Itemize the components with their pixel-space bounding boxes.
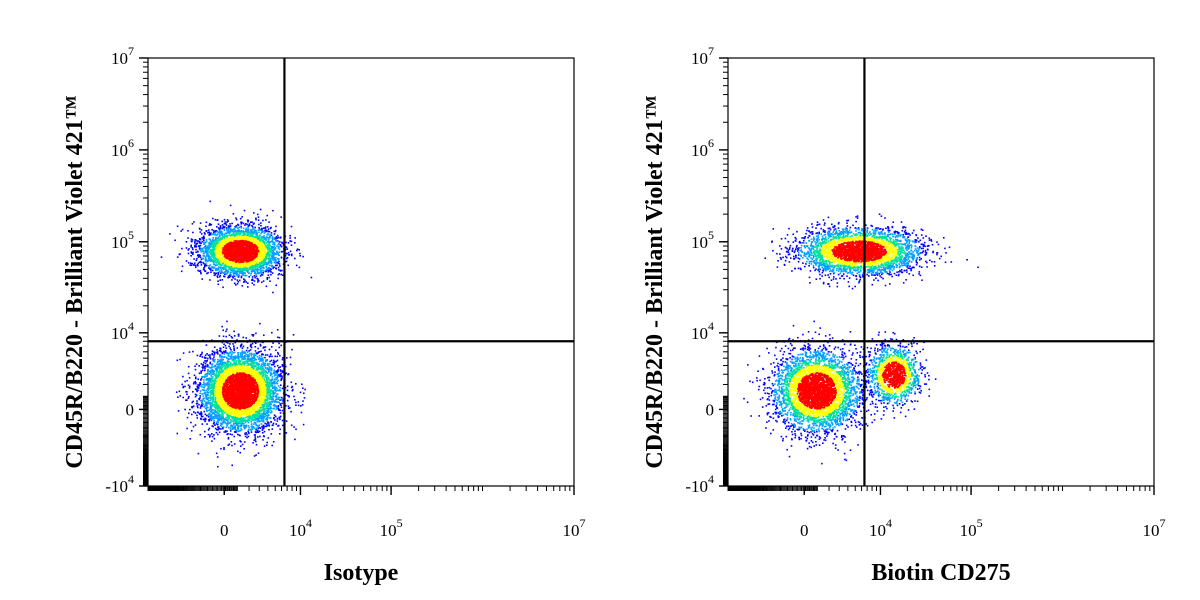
y-tick-label: 104 — [111, 319, 134, 343]
density-dots — [743, 213, 979, 465]
y-tick-label: 106 — [691, 136, 714, 160]
x-tick-label: 104 — [289, 516, 312, 540]
y-tick-label: -104 — [685, 472, 714, 496]
x-tick-label: 105 — [380, 516, 403, 540]
y-tick-label: 0 — [706, 400, 715, 419]
flow-plot-panel-cd275: 0 104 105 107 -104 0 104 105 106 107 Biotin CD275 C… — [580, 0, 1180, 600]
x-tick-label: 105 — [960, 516, 983, 540]
flow-plot-isotype: 0 104 105 107-1040104105106107IsotypeCD45R/… — [62, 44, 586, 586]
x-axis-label: Isotype — [324, 560, 399, 586]
plot-frame — [147, 57, 575, 487]
y-tick-label: 105 — [691, 228, 714, 252]
x-tick-label: 0 — [220, 521, 229, 540]
y-tick-label: 104 — [691, 319, 714, 343]
x-tick-label: 0 — [800, 521, 809, 540]
y-tick-label: 107 — [111, 44, 134, 68]
density-dots — [160, 200, 313, 468]
y-minor-ticks — [723, 57, 728, 487]
y-tick-label: 105 — [111, 228, 134, 252]
flow-plot-panel-isotype: 0 104 105 107 -104 0 104 105 106 107 Isotype CD45R/… — [62, 44, 586, 586]
x-minor-ticks — [147, 486, 575, 491]
x-minor-ticks — [727, 486, 1155, 491]
y-tick-label: 0 — [126, 400, 135, 419]
y-axis-label: CD45R/B220 - Brilliant Violet 421™ — [642, 95, 668, 468]
y-minor-ticks — [143, 57, 148, 487]
plot-frame — [727, 57, 1155, 487]
y-axis-label: CD45R/B220 - Brilliant Violet 421™ — [62, 95, 88, 468]
x-axis-label: Biotin CD275 — [871, 560, 1010, 586]
flow-plot-cd275: 0 104 105 107 -104 0 104 105 106 107 Biotin CD275 C… — [642, 44, 1166, 586]
y-tick-label: 107 — [691, 44, 714, 68]
x-tick-label: 104 — [869, 516, 892, 540]
x-tick-label: 107 — [1143, 516, 1166, 540]
y-tick-label: -104 — [105, 472, 134, 496]
y-tick-label: 106 — [111, 136, 134, 160]
